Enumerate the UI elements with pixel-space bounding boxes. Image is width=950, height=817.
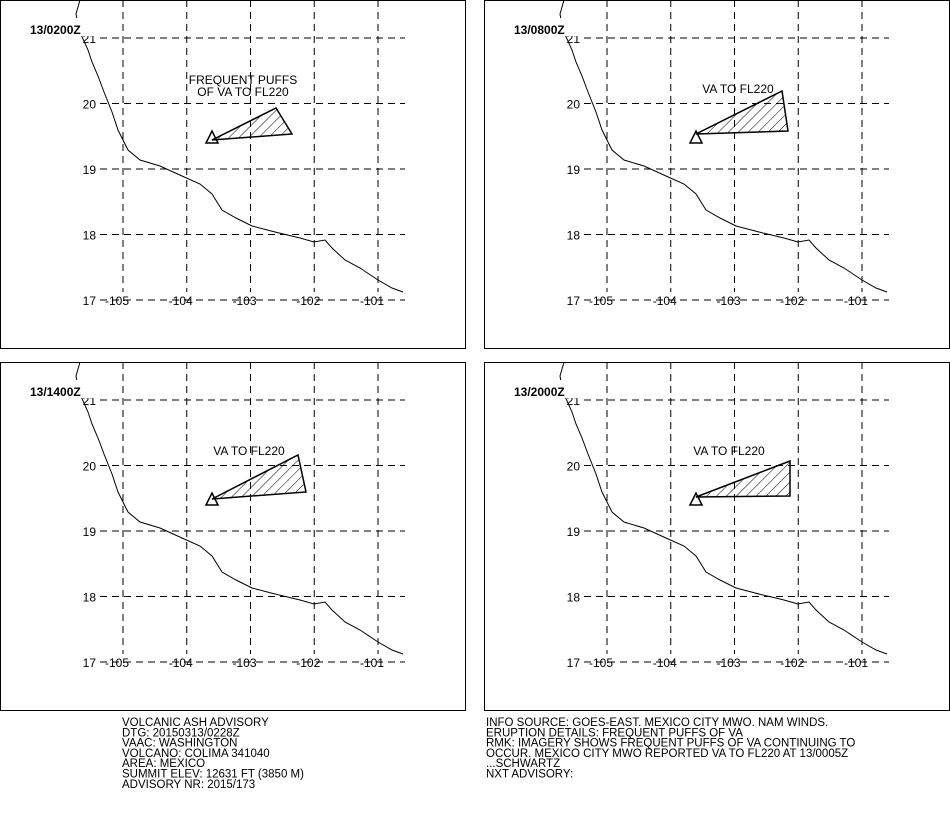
lat-label: 18	[83, 591, 97, 605]
valid-time: 13/0200Z	[30, 23, 81, 37]
volcano-symbol	[688, 129, 704, 144]
advisory-line: ERUPTION DETAILS: FREQUENT PUFFS OF VA	[486, 727, 743, 739]
valid-time: 13/0800Z	[514, 23, 565, 37]
lon-label: -102	[780, 294, 804, 308]
lon-label: -105	[589, 656, 613, 670]
lat-label: 20	[83, 460, 97, 474]
lat-label: 18	[567, 229, 581, 243]
advisory-line: NXT ADVISORY:	[486, 769, 573, 781]
coastline	[559, 361, 888, 655]
annotation: VA TO FL220	[213, 444, 285, 458]
volcano-symbol	[204, 129, 220, 144]
lat-label: 20	[567, 98, 581, 112]
time-bg	[28, 18, 106, 36]
advisory-line: RMK: IMAGERY SHOWS FREQUENT PUFFS OF VA …	[486, 738, 855, 750]
lat-label: 17	[83, 294, 97, 308]
valid-time: 13/2000Z	[514, 385, 565, 399]
map-panel: -105 -104 -103 -102 -101212019181713/0200ZFR…	[0, 0, 466, 349]
advisory-line: VAAC: WASHINGTON	[122, 738, 237, 750]
advisory-line: OCCUR. MEXICO CITY MWO REPORTED VA TO FL…	[486, 748, 848, 760]
lat-label: 19	[567, 163, 581, 177]
lon-label: -103	[716, 294, 740, 308]
lon-label: -101	[360, 294, 384, 308]
ash-area	[211, 453, 307, 500]
lon-label: -101	[360, 656, 384, 670]
lon-label: -104	[169, 294, 193, 308]
lon-label: -105	[105, 656, 129, 670]
lon-label: -102	[296, 294, 320, 308]
lat-label: 19	[83, 163, 97, 177]
annotation: VA TO FL220	[693, 444, 765, 458]
time-bg	[28, 380, 106, 398]
advisory-line: VOLCANO: COLIMA 341040	[122, 748, 270, 760]
volcano-symbol	[204, 491, 220, 506]
coastline	[75, 361, 404, 655]
advisory-line: ADVISORY NR: 2015/173	[122, 779, 255, 791]
lat-label: 20	[567, 460, 581, 474]
lon-label: -103	[232, 294, 256, 308]
map-panel: -105 -104 -103 -102 -101212019181713/2000ZVA…	[484, 361, 950, 711]
lon-label: -101	[844, 656, 868, 670]
panel-frame	[0, 0, 466, 349]
lat-label: 18	[567, 591, 581, 605]
ash-area	[211, 107, 294, 141]
lat-label: 17	[567, 294, 581, 308]
coastline	[559, 0, 888, 293]
advisory-line: ...SCHWARTZ	[486, 758, 560, 770]
advisory-line: VOLCANIC ASH ADVISORY	[122, 717, 269, 729]
lon-label: -105	[589, 294, 613, 308]
advisory-line: SUMMIT ELEV: 12631 FT (3850 M)	[122, 769, 304, 781]
time-bg	[512, 380, 590, 398]
lat-label: 19	[83, 525, 97, 539]
lon-label: -103	[232, 656, 256, 670]
advisory-line: DTG: 20150313/0228Z	[122, 727, 240, 739]
lat-label: 19	[567, 525, 581, 539]
lon-label: -104	[653, 294, 677, 308]
valid-time: 13/1400Z	[30, 385, 81, 399]
annotation: VA TO FL220	[702, 82, 774, 96]
panel-frame	[0, 362, 466, 711]
coastline	[75, 0, 404, 293]
lat-label: 20	[83, 98, 97, 112]
annotation: OF VA TO FL220	[197, 85, 289, 99]
annotation: FREQUENT PUFFS	[189, 73, 297, 87]
lon-label: -103	[716, 656, 740, 670]
advisory-line: INFO SOURCE: GOES-EAST. MEXICO CITY MWO.…	[486, 717, 828, 729]
advisory-line: AREA: MEXICO	[122, 758, 205, 770]
lon-label: -102	[780, 656, 804, 670]
lon-label: -104	[653, 656, 677, 670]
lon-label: -102	[296, 656, 320, 670]
lon-label: -104	[169, 656, 193, 670]
ash-area	[695, 89, 789, 135]
ash-area	[695, 459, 791, 498]
lat-label: 17	[567, 656, 581, 670]
lat-label: 18	[83, 229, 97, 243]
volcano-symbol	[688, 491, 704, 506]
lon-label: -101	[844, 294, 868, 308]
lon-label: -105	[105, 294, 129, 308]
map-panel: -105 -104 -103 -102 -101212019181713/1400ZVA…	[0, 361, 466, 711]
time-bg	[512, 18, 590, 36]
lat-label: 17	[83, 656, 97, 670]
